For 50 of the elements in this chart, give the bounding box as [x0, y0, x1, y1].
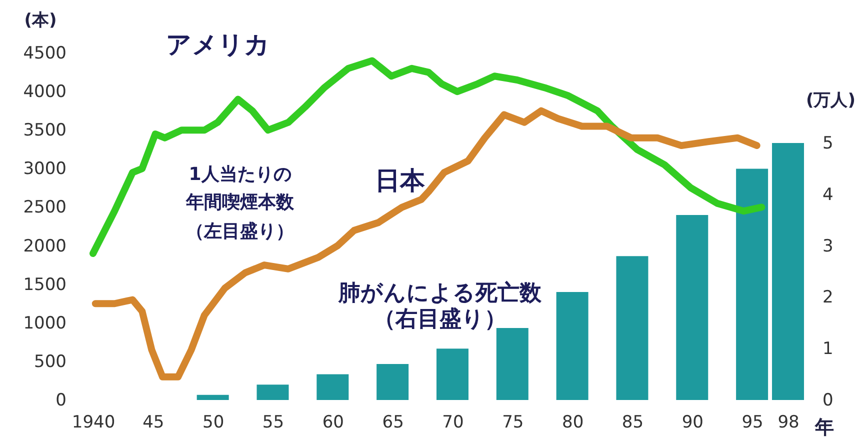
- bar: [436, 348, 468, 400]
- y-tick-label: 3000: [23, 159, 66, 180]
- bar: [772, 143, 804, 400]
- y-tick-label: 1000: [23, 313, 66, 334]
- x-tick-label: 60: [322, 412, 344, 432]
- y2-tick-label: 5: [822, 134, 834, 154]
- x-tick-label: 75: [502, 412, 524, 432]
- bar: [736, 168, 768, 400]
- bar: [496, 328, 528, 400]
- x-tick-label: 55: [262, 412, 284, 432]
- y-tick-label: 4500: [23, 44, 66, 64]
- y2-axis-title: (万人): [806, 90, 856, 110]
- bar: [376, 364, 409, 400]
- series-label: 肺がんによる死亡数: [338, 280, 542, 306]
- y-tick-label: 500: [34, 352, 66, 372]
- bar: [616, 256, 648, 400]
- annotation: （右目盛り）: [374, 307, 506, 332]
- y2-tick-label: 1: [822, 339, 834, 360]
- x-axis-title: 年: [814, 416, 834, 438]
- y-tick-label: 2000: [23, 236, 66, 256]
- x-tick-label: 90: [682, 412, 704, 432]
- x-tick-label: 45: [142, 412, 164, 432]
- y-axis-title: (本): [24, 10, 57, 30]
- y2-tick-label: 0: [822, 390, 834, 410]
- x-tick-label: 70: [442, 412, 464, 432]
- y-tick-label: 3500: [23, 120, 66, 141]
- y-tick-label: 0: [56, 390, 66, 410]
- x-tick-label: 50: [202, 412, 224, 432]
- bar: [676, 214, 708, 400]
- x-tick-label: 85: [622, 412, 644, 432]
- y-tick-label: 1500: [23, 274, 66, 295]
- bar: [316, 374, 349, 400]
- y-tick-label: 4000: [23, 82, 66, 102]
- y2-tick-label: 2: [822, 288, 834, 308]
- annotation: （左目盛り）: [186, 221, 294, 242]
- bar: [556, 292, 588, 400]
- x-tick-label: 80: [562, 412, 584, 432]
- text: アメリカ: [166, 30, 270, 59]
- x-tick-label: 1940: [72, 412, 116, 432]
- bar: [196, 394, 229, 400]
- annotation: 1人当たりの: [188, 164, 292, 185]
- x-tick-label: 95: [742, 412, 764, 432]
- y-tick-label: 2500: [23, 198, 66, 218]
- y2-tick-label: 3: [822, 236, 834, 256]
- annotation: 年間喫煙本数: [185, 192, 295, 213]
- series-label: 日本: [375, 166, 426, 195]
- y2-tick-label: 4: [822, 184, 834, 205]
- x-tick-label: 98: [778, 412, 800, 432]
- x-tick-label: 65: [382, 412, 404, 432]
- bar: [256, 384, 289, 400]
